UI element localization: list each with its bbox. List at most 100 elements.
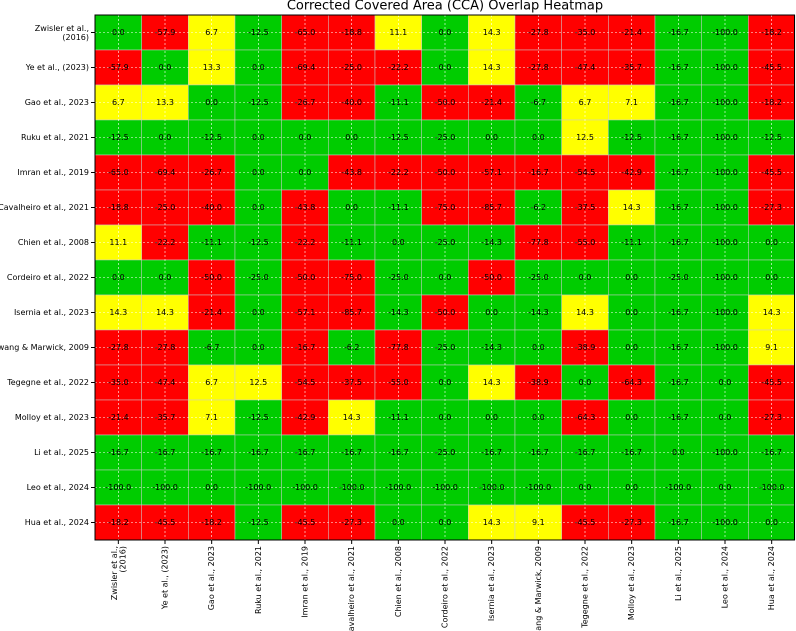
heatmap-cell: [374, 504, 422, 541]
cell-label: -18.2: [108, 518, 129, 527]
cell-label: 12.5: [249, 378, 267, 387]
cell-label: -16.7: [668, 378, 689, 387]
cell-label: -100.0: [712, 448, 738, 457]
cell-label: -16.7: [528, 448, 549, 457]
cell-label: 0.0: [485, 133, 498, 142]
cell-label: -12.5: [248, 413, 269, 422]
cell-label: 0.0: [112, 273, 125, 282]
cell-label: 0.0: [485, 308, 498, 317]
cell-label: -21.4: [621, 28, 642, 37]
cell-label: -14.3: [528, 308, 549, 317]
cell-label: -100.0: [152, 483, 178, 492]
cell-label: -45.5: [761, 168, 782, 177]
x-tick-group: Tegegne et al., 2022: [581, 546, 590, 629]
cell-label: -35.0: [108, 378, 129, 387]
cell-label: -27.8: [528, 63, 549, 72]
cell-label: -100.0: [712, 343, 738, 352]
cell-label: -14.3: [481, 238, 502, 247]
cell-label: 9.1: [532, 518, 545, 527]
cell-label: -16.7: [575, 448, 596, 457]
cell-label: 0.0: [439, 378, 452, 387]
cell-label: 7.1: [625, 98, 638, 107]
cell-label: -100.0: [292, 483, 318, 492]
cell-label: -100.0: [105, 483, 131, 492]
cell-label: 0.0: [112, 28, 125, 37]
x-tick-group: Zwisler et al.,(2016): [109, 546, 127, 600]
x-tick-group: Hua et al., 2024: [767, 546, 776, 610]
x-tick-label: Tegegne et al., 2022: [581, 546, 590, 629]
cell-label: -100.0: [385, 483, 411, 492]
cell-label: -25.0: [435, 448, 456, 457]
chart-title: Corrected Covered Area (CCA) Overlap Hea…: [287, 0, 603, 14]
heatmap-cell: [514, 224, 562, 261]
cell-label: 7.1: [205, 413, 218, 422]
x-tick-group: Imran et al., 2019: [301, 546, 310, 618]
y-tick-label: Leo et al., 2024: [27, 483, 89, 492]
cell-label: 0.0: [625, 343, 638, 352]
cell-label: 0.0: [625, 413, 638, 422]
cell-label: 0.0: [579, 483, 592, 492]
cell-label: -21.4: [201, 308, 222, 317]
heatmap-cell: [234, 364, 282, 401]
cell-label: -100.0: [525, 483, 551, 492]
cell-label: -22.2: [388, 168, 409, 177]
heatmap-cell: [94, 364, 142, 401]
cell-label: 0.0: [625, 308, 638, 317]
cell-label: -16.7: [668, 413, 689, 422]
cell-label: 14.3: [483, 518, 501, 527]
cell-label: -21.4: [481, 98, 502, 107]
cell-label: -27.3: [341, 518, 362, 527]
cell-label: -100.0: [245, 483, 271, 492]
heatmap-cell: [94, 504, 142, 541]
cell-label: -57.1: [295, 308, 316, 317]
heatmap-cell: [374, 364, 422, 401]
heatmap-cell: [514, 84, 562, 121]
cell-label: 0.0: [579, 273, 592, 282]
cell-label: -35.0: [575, 28, 596, 37]
cell-label: -37.5: [341, 378, 362, 387]
cell-label: 0.0: [299, 133, 312, 142]
cell-label: 0.0: [392, 238, 405, 247]
cell-label: -47.4: [155, 378, 176, 387]
cell-label: -40.0: [201, 203, 222, 212]
x-tick-label: Leo et al., 2024: [721, 546, 730, 608]
cell-label: -100.0: [712, 308, 738, 317]
cell-label: 0.0: [345, 203, 358, 212]
cell-label: -65.0: [295, 28, 316, 37]
cell-label: -100.0: [432, 483, 458, 492]
cell-label: -16.7: [668, 98, 689, 107]
cell-label: -50.0: [481, 273, 502, 282]
cell-label: -55.0: [388, 378, 409, 387]
cell-label: -16.7: [668, 28, 689, 37]
cell-label: -27.8: [108, 343, 129, 352]
cell-label: -25.0: [528, 273, 549, 282]
y-tick-label: Zwisler et al., (2016): [35, 24, 89, 42]
cell-label: -6.7: [531, 98, 547, 107]
x-tick-group: Molloy et al., 2023: [627, 546, 636, 620]
x-tick-group: Leo et al., 2024: [721, 546, 730, 608]
cell-label: -100.0: [712, 133, 738, 142]
cell-label: 11.1: [389, 28, 407, 37]
cell-label: -16.7: [201, 448, 222, 457]
heatmap-cell: [234, 224, 282, 261]
y-tick-label: Hua et al., 2024: [25, 518, 89, 527]
cell-label: 0.0: [579, 378, 592, 387]
cell-label: 13.3: [156, 98, 174, 107]
cell-label: -77.8: [528, 238, 549, 247]
cell-label: 0.0: [672, 448, 685, 457]
cell-label: -100.0: [712, 203, 738, 212]
cell-label: -16.7: [528, 168, 549, 177]
cell-label: 14.3: [623, 203, 641, 212]
cell-label: -16.7: [108, 448, 129, 457]
y-tick-label: Molloy et al., 2023: [15, 413, 89, 422]
cell-label: -22.2: [388, 63, 409, 72]
cell-label: -54.5: [575, 168, 596, 177]
cell-label: -27.8: [528, 28, 549, 37]
cell-label: -27.8: [155, 343, 176, 352]
cell-label: 0.0: [625, 273, 638, 282]
cell-label: -100.0: [712, 273, 738, 282]
cell-label: -25.0: [341, 63, 362, 72]
cell-label: -42.9: [621, 168, 642, 177]
cell-label: -16.7: [155, 448, 176, 457]
cell-label: -55.0: [575, 238, 596, 247]
